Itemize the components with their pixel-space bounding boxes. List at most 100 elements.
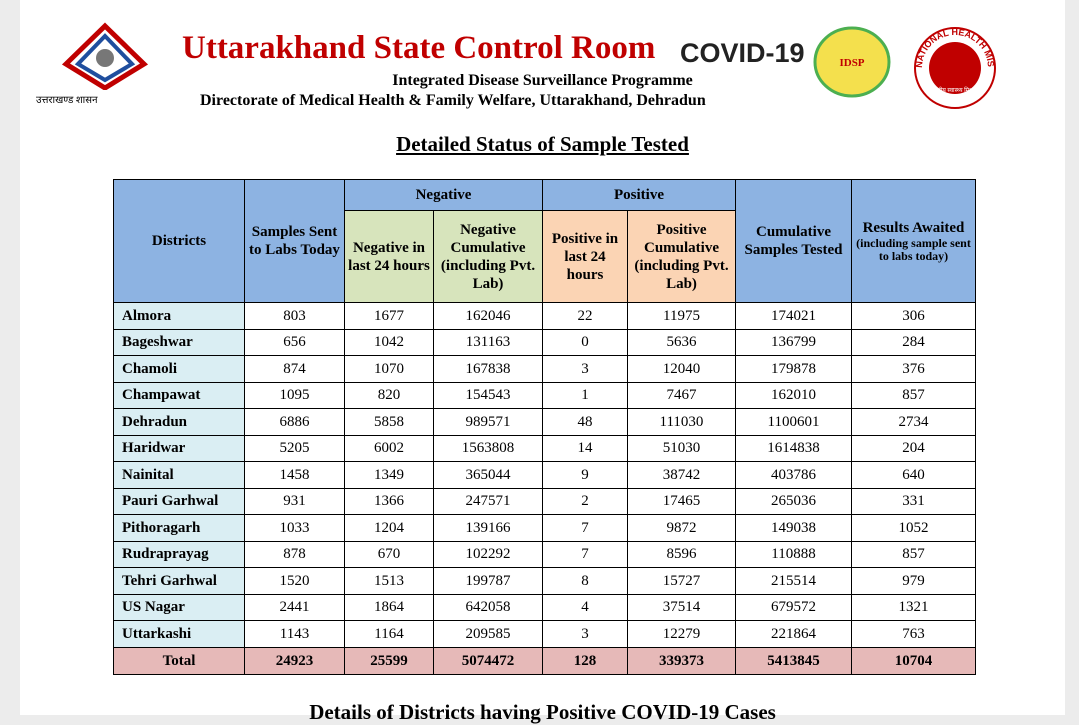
title: Uttarakhand State Control Room bbox=[182, 30, 656, 66]
table-row: Uttarkashi 1143 1164 209585 3 12279 221864 763 bbox=[113, 620, 976, 648]
value-cell: 162046 bbox=[433, 302, 543, 330]
value-cell: 2734 bbox=[851, 408, 976, 436]
district-cell: Almora bbox=[113, 302, 245, 330]
value-cell: 12279 bbox=[627, 620, 736, 648]
value-cell: 670 bbox=[344, 540, 434, 568]
directorate: Directorate of Medical Health & Family W… bbox=[200, 92, 706, 109]
value-cell: 1563808 bbox=[433, 434, 543, 462]
value-cell: 128 bbox=[542, 646, 628, 675]
value-cell: 24923 bbox=[244, 646, 345, 675]
value-cell: 656 bbox=[244, 328, 345, 356]
table-row: Chamoli 874 1070 167838 3 12040 179878 376 bbox=[113, 355, 976, 383]
value-cell: 763 bbox=[851, 620, 976, 648]
value-cell: 306 bbox=[851, 302, 976, 330]
value-cell: 51030 bbox=[627, 434, 736, 462]
header-note: (including sample sent to labs today) bbox=[856, 236, 971, 263]
value-cell: 1458 bbox=[244, 461, 345, 489]
table-row: US Nagar 2441 1864 642058 4 37514 679572 1321 bbox=[113, 593, 976, 621]
value-cell: 7 bbox=[542, 514, 628, 542]
value-cell: 265036 bbox=[735, 487, 852, 515]
table-row: Nainital 1458 1349 365044 9 38742 403786 640 bbox=[113, 461, 976, 489]
value-cell: 162010 bbox=[735, 381, 852, 409]
value-cell: 102292 bbox=[433, 540, 543, 568]
table-row: Dehradun 6886 5858 989571 48 111030 1100601 273… bbox=[113, 408, 976, 436]
value-cell: 5413845 bbox=[735, 646, 852, 675]
value-cell: 1042 bbox=[344, 328, 434, 356]
district-cell: Dehradun bbox=[113, 408, 245, 436]
value-cell: 9 bbox=[542, 461, 628, 489]
value-cell: 1677 bbox=[344, 302, 434, 330]
subtitle: Integrated Disease Surveillance Programm… bbox=[392, 72, 693, 89]
value-cell: 7467 bbox=[627, 381, 736, 409]
value-cell: 365044 bbox=[433, 461, 543, 489]
table-row: Total 24923 25599 5074472 128 339373 5413845 10… bbox=[113, 646, 976, 675]
value-cell: 857 bbox=[851, 540, 976, 568]
value-cell: 6886 bbox=[244, 408, 345, 436]
value-cell: 1164 bbox=[344, 620, 434, 648]
emblem bbox=[61, 22, 149, 90]
value-cell: 1 bbox=[542, 381, 628, 409]
table-body: Almora 803 1677 162046 22 11975 174021 306 Bages… bbox=[113, 302, 976, 675]
value-cell: 8596 bbox=[627, 540, 736, 568]
value-cell: 857 bbox=[851, 381, 976, 409]
value-cell: 167838 bbox=[433, 355, 543, 383]
value-cell: 1052 bbox=[851, 514, 976, 542]
header-cell: Positive bbox=[542, 179, 736, 211]
value-cell: 5858 bbox=[344, 408, 434, 436]
value-cell: 10704 bbox=[851, 646, 976, 675]
value-cell: 149038 bbox=[735, 514, 852, 542]
value-cell: 154543 bbox=[433, 381, 543, 409]
value-cell: 17465 bbox=[627, 487, 736, 515]
value-cell: 1349 bbox=[344, 461, 434, 489]
value-cell: 331 bbox=[851, 487, 976, 515]
value-cell: 1520 bbox=[244, 567, 345, 595]
value-cell: 642058 bbox=[433, 593, 543, 621]
value-cell: 5074472 bbox=[433, 646, 543, 675]
value-cell: 14 bbox=[542, 434, 628, 462]
district-cell: Pithoragarh bbox=[113, 514, 245, 542]
value-cell: 1864 bbox=[344, 593, 434, 621]
value-cell: 110888 bbox=[735, 540, 852, 568]
district-cell: Uttarkashi bbox=[113, 620, 245, 648]
value-cell: 199787 bbox=[433, 567, 543, 595]
value-cell: 403786 bbox=[735, 461, 852, 489]
table-row: Tehri Garhwal 1520 1513 199787 8 15727 215514 9… bbox=[113, 567, 976, 595]
value-cell: 3 bbox=[542, 355, 628, 383]
value-cell: 7 bbox=[542, 540, 628, 568]
value-cell: 139166 bbox=[433, 514, 543, 542]
header-cell: Samples Sent to Labs Today bbox=[244, 179, 345, 303]
value-cell: 803 bbox=[244, 302, 345, 330]
value-cell: 679572 bbox=[735, 593, 852, 621]
value-cell: 1513 bbox=[344, 567, 434, 595]
value-cell: 25599 bbox=[344, 646, 434, 675]
value-cell: 1033 bbox=[244, 514, 345, 542]
section-title: Detailed Status of Sample Tested bbox=[396, 132, 689, 156]
value-cell: 1095 bbox=[244, 381, 345, 409]
value-cell: 3 bbox=[542, 620, 628, 648]
emblem-caption: उत्तराखण्ड शासन bbox=[36, 95, 98, 106]
value-cell: 131163 bbox=[433, 328, 543, 356]
value-cell: 640 bbox=[851, 461, 976, 489]
value-cell: 37514 bbox=[627, 593, 736, 621]
value-cell: 5636 bbox=[627, 328, 736, 356]
value-cell: 221864 bbox=[735, 620, 852, 648]
value-cell: 1204 bbox=[344, 514, 434, 542]
value-cell: 820 bbox=[344, 381, 434, 409]
value-cell: 215514 bbox=[735, 567, 852, 595]
district-cell: Chamoli bbox=[113, 355, 245, 383]
value-cell: 874 bbox=[244, 355, 345, 383]
document: उत्तराखण्ड शासन Uttarakhand State Contro… bbox=[20, 0, 1065, 724]
value-cell: 2 bbox=[542, 487, 628, 515]
nhm-logo: NATIONAL HEALTH MISSION राष्ट्रीय स्वास्… bbox=[910, 20, 996, 109]
idsp-text: IDSP bbox=[839, 57, 864, 69]
value-cell: 931 bbox=[244, 487, 345, 515]
value-cell: 12040 bbox=[627, 355, 736, 383]
value-cell: 6002 bbox=[344, 434, 434, 462]
value-cell: 5205 bbox=[244, 434, 345, 462]
header-text: Results Awaited bbox=[862, 220, 965, 236]
value-cell: 284 bbox=[851, 328, 976, 356]
covid-logo: COVID-19 bbox=[680, 38, 805, 68]
value-cell: 339373 bbox=[627, 646, 736, 675]
value-cell: 0 bbox=[542, 328, 628, 356]
value-cell: 204 bbox=[851, 434, 976, 462]
